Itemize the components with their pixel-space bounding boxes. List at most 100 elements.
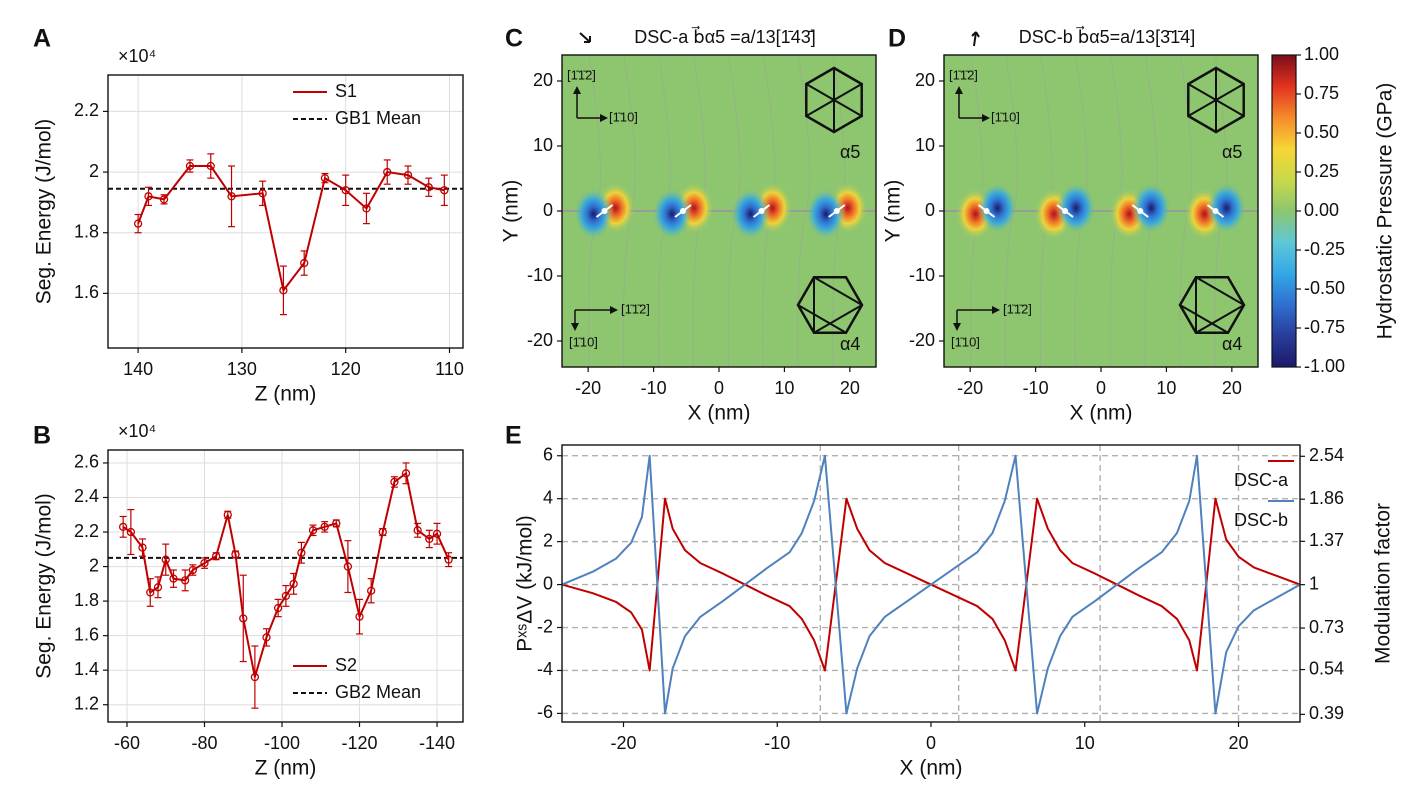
phase-label: α4 bbox=[1222, 334, 1242, 354]
direction-label: [1̄10] bbox=[609, 109, 638, 124]
x-tick-label: 20 bbox=[840, 378, 860, 398]
phase-label: α4 bbox=[840, 334, 860, 354]
data-point bbox=[169, 574, 178, 583]
legend-label: DSC-a bbox=[1234, 470, 1289, 490]
y-tick-label: 1.8 bbox=[74, 590, 99, 610]
y-tick-label: 20 bbox=[533, 70, 553, 90]
arrow-icon bbox=[971, 31, 980, 47]
arrow-icon bbox=[579, 32, 591, 43]
colorbar-tick-label: 0.50 bbox=[1304, 122, 1339, 142]
direction-label: [1̄10] bbox=[951, 334, 980, 349]
data-point bbox=[231, 550, 240, 559]
data-point bbox=[440, 186, 449, 195]
y-axis-label: Seg. Energy (J/mol) bbox=[33, 493, 56, 679]
y-tick-label: 1.8 bbox=[74, 221, 99, 241]
y-tick-label: 10 bbox=[915, 135, 935, 155]
y-tick-label: 1.4 bbox=[74, 659, 99, 679]
dislocation-symbol bbox=[674, 204, 692, 218]
data-point bbox=[378, 527, 387, 537]
data-point bbox=[258, 189, 267, 198]
data-point bbox=[383, 167, 392, 177]
dislocation-symbol bbox=[828, 204, 846, 218]
x-tick-label: 20 bbox=[1228, 733, 1248, 753]
y2-tick-label: 0.54 bbox=[1309, 658, 1344, 678]
data-point bbox=[401, 469, 411, 478]
plot-frame bbox=[943, 54, 1259, 368]
legend-label: DSC-b bbox=[1234, 510, 1288, 530]
dislocation-symbol bbox=[977, 204, 996, 218]
x-tick-label: -140 bbox=[419, 733, 455, 753]
arrow-head bbox=[571, 306, 618, 331]
colorbar-tick-label: -0.25 bbox=[1304, 239, 1345, 259]
y2-tick-label: 1.37 bbox=[1309, 530, 1344, 550]
data-point bbox=[281, 591, 291, 601]
crystal-icon bbox=[797, 304, 847, 334]
data-point bbox=[366, 586, 376, 595]
data-point bbox=[444, 555, 453, 564]
y2-tick-label: 0.39 bbox=[1309, 703, 1344, 723]
y-tick-label: -20 bbox=[527, 330, 553, 350]
y-tick-label: 0 bbox=[543, 200, 553, 220]
panel-letter: D bbox=[888, 25, 906, 53]
crystal-icon bbox=[1179, 304, 1229, 334]
compression-lobe bbox=[573, 188, 614, 240]
x-tick-label: 130 bbox=[227, 359, 257, 379]
data-point bbox=[153, 583, 163, 592]
y-axis-label: Y (nm) bbox=[882, 180, 905, 243]
map-title: DSC-a b⃗α5 =a/13[1̄43̄] bbox=[634, 25, 815, 46]
phase-label: α5 bbox=[840, 142, 860, 162]
x-tick-label: 110 bbox=[435, 359, 464, 379]
x-axis-label: X (nm) bbox=[688, 402, 751, 425]
y-tick-label: 20 bbox=[915, 70, 935, 90]
data-point bbox=[341, 186, 350, 195]
data-point bbox=[200, 558, 209, 568]
dislocation-symbol bbox=[1056, 204, 1074, 218]
dislocation-symbol bbox=[752, 204, 771, 218]
compression-lobe bbox=[730, 188, 771, 240]
data-point bbox=[262, 633, 271, 642]
y-tick-label: 0 bbox=[925, 200, 935, 220]
dislocation-symbol bbox=[1206, 204, 1225, 218]
phase-label: α5 bbox=[1222, 142, 1242, 162]
y-tick-label: -10 bbox=[527, 265, 553, 285]
x-axis-label: X (nm) bbox=[900, 757, 963, 780]
y-axis-label: Y (nm) bbox=[500, 180, 523, 243]
data-point bbox=[413, 526, 422, 535]
legend-label: S1 bbox=[335, 81, 357, 101]
plot-frame bbox=[561, 54, 877, 368]
y2-tick-label: 0.73 bbox=[1309, 617, 1344, 637]
data-point bbox=[332, 519, 341, 528]
y-tick-label: 2.6 bbox=[74, 452, 99, 472]
arrow-head bbox=[573, 86, 608, 122]
compression-lobe bbox=[652, 188, 693, 240]
data-point bbox=[188, 565, 198, 575]
x-tick-label: -10 bbox=[1023, 378, 1049, 398]
x-axis-label: Z (nm) bbox=[255, 757, 317, 780]
x-tick-label: 10 bbox=[1075, 733, 1095, 753]
plot-frame bbox=[107, 449, 464, 723]
x-tick-label: 120 bbox=[331, 359, 361, 379]
y2-tick-label: 1 bbox=[1309, 573, 1319, 593]
x-tick-label: 0 bbox=[714, 378, 724, 398]
colorbar-tick-label: 0.75 bbox=[1304, 83, 1339, 103]
data-point bbox=[250, 672, 260, 682]
y-tick-label: 0 bbox=[543, 573, 553, 593]
direction-label: [1̄10] bbox=[991, 109, 1020, 124]
axis-multiplier: ×10⁴ bbox=[118, 421, 156, 441]
y-tick-label: 2.4 bbox=[74, 486, 99, 506]
data-point bbox=[403, 170, 413, 180]
y-tick-label: 1.2 bbox=[74, 693, 99, 713]
plot-frame bbox=[561, 444, 1301, 723]
data-point bbox=[424, 183, 433, 192]
crystal-icon bbox=[805, 83, 863, 117]
colorbar-tick-label: -1.00 bbox=[1304, 356, 1345, 376]
dislocation-symbol bbox=[595, 204, 614, 218]
data-point bbox=[161, 555, 170, 564]
y-tick-label: -2 bbox=[537, 616, 553, 636]
y2-tick-label: 1.86 bbox=[1309, 488, 1344, 508]
x-tick-label: -120 bbox=[342, 733, 378, 753]
y-tick-label: 6 bbox=[543, 444, 553, 464]
plot-frame bbox=[107, 74, 464, 349]
data-point bbox=[289, 579, 298, 588]
colorbar-tick-label: -0.50 bbox=[1304, 278, 1345, 298]
